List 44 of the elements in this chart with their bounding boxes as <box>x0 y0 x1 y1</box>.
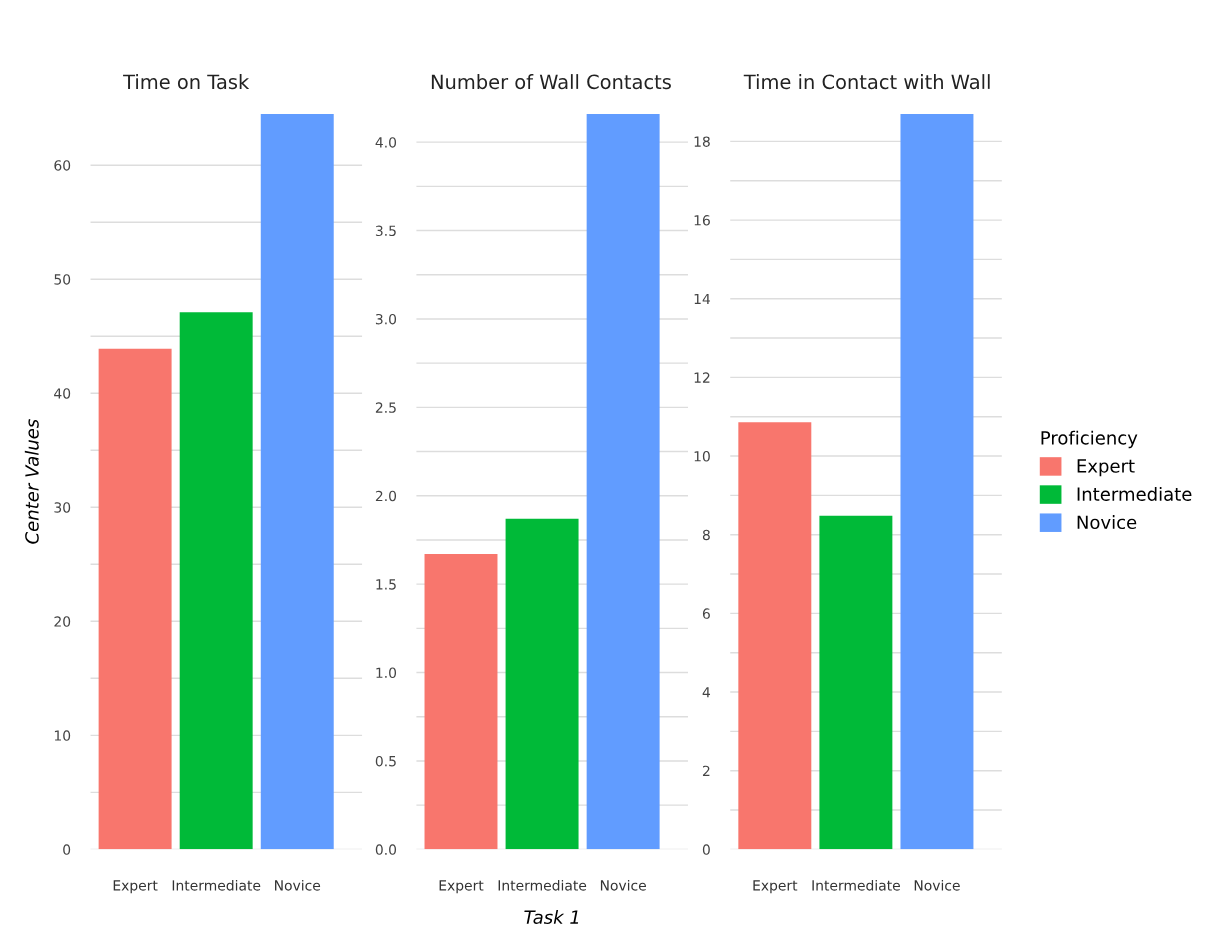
x-tick-label: Novice <box>275 879 321 891</box>
y-tick-label: 50 <box>54 274 71 285</box>
x-tick-label: Expert <box>439 880 484 894</box>
y-tick-label: 3.5 <box>375 225 396 237</box>
y-tick-label: 4.0 <box>375 137 397 148</box>
y-tick-label: 18 <box>694 136 710 147</box>
y-tick-label: 0.5 <box>375 755 396 767</box>
y-tick-label: 4 <box>702 687 711 698</box>
chart-title: Number of Wall Contacts <box>431 74 671 90</box>
chart-title: Time on Task <box>123 74 250 90</box>
y-tick-label: 0 <box>63 844 71 855</box>
x-tick-label: Intermediate <box>812 879 900 891</box>
y-tick-label: 0 <box>702 844 710 855</box>
x-tick-label: Expert <box>113 880 158 894</box>
y-tick-label: 14 <box>694 293 711 305</box>
x-tick-label: Expert <box>753 880 798 894</box>
y-tick-label: 12 <box>694 372 710 383</box>
y-tick-label: 16 <box>694 215 710 226</box>
y-tick-label: 40 <box>54 388 71 399</box>
y-tick-label: 0.0 <box>375 844 397 855</box>
y-tick-label: 20 <box>54 616 71 627</box>
x-axis-title: Task 1 <box>524 910 579 924</box>
x-tick-label: Novice <box>600 879 646 891</box>
y-tick-label: 10 <box>694 451 710 462</box>
y-tick-label: 2.0 <box>375 490 397 502</box>
y-tick-label: 60 <box>54 160 71 171</box>
y-tick-label: 30 <box>54 502 71 513</box>
y-tick-label: 8 <box>702 529 710 541</box>
y-tick-label: 6 <box>702 608 710 619</box>
y-tick-label: 1.0 <box>376 667 397 679</box>
x-tick-label: Intermediate <box>172 879 261 891</box>
y-tick-label: 2.5 <box>375 402 396 413</box>
legend-label: Novice <box>1077 515 1137 530</box>
y-tick-label: 1.5 <box>376 579 396 590</box>
y-axis-title: Center Values <box>24 419 39 544</box>
x-tick-label: Intermediate <box>498 879 587 891</box>
legend-title: Proficiency <box>1041 430 1138 449</box>
legend-label: Intermediate <box>1077 486 1192 501</box>
x-tick-label: Novice <box>914 879 960 891</box>
legend-label: Expert <box>1077 459 1135 477</box>
y-tick-label: 3.0 <box>375 313 397 325</box>
chart-title: Time in Contact with Wall <box>743 74 990 90</box>
y-tick-label: 2 <box>702 765 710 776</box>
y-tick-label: 10 <box>54 730 71 741</box>
